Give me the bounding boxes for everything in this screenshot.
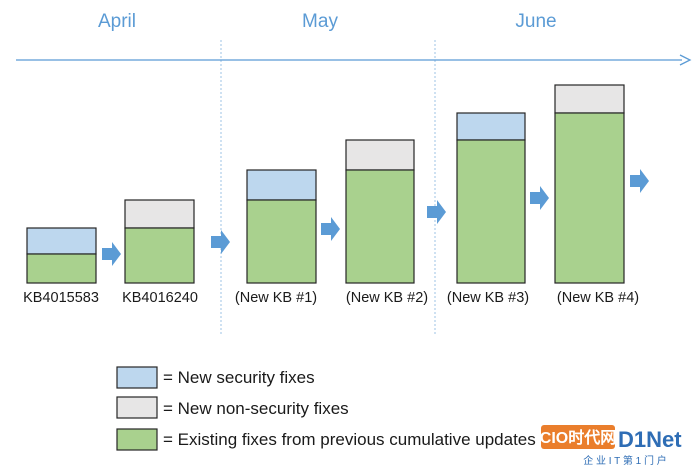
legend-item-nonsecurity: = New non-security fixes [116,396,349,419]
update-kb4016240: KB4016240 [122,199,198,306]
block-arrow-icon [102,242,121,266]
new-non-security-fixes-segment [554,84,625,114]
legend-label: = Existing fixes from previous cumulativ… [163,430,536,449]
block-arrow-icon [211,230,230,254]
timeline-arrowhead-icon [679,54,692,66]
update-label: (New KB #1) [235,290,317,306]
block-arrow-icon [427,200,446,224]
legend-label: = New non-security fixes [163,399,349,418]
block-arrow-icon [630,169,649,193]
watermark-logo: CIO时代网 D1Net 企 业 I T 第 1 门 户 [540,425,682,467]
month-label-june: June [515,11,556,32]
block-arrow-icon [530,186,549,210]
watermark-tagline-text: 企 业 I T 第 1 门 户 [583,454,667,467]
watermark-d1net-text: D1Net [618,427,682,452]
existing-fixes-segment [124,227,195,284]
update-label: KB4016240 [122,290,198,306]
legend: = New security fixes = New non-security … [116,366,536,451]
existing-fixes-segment [554,112,625,284]
update-new-kb-4: (New KB #4) [554,84,639,306]
legend-label: = New security fixes [163,368,315,387]
month-label-april: April [98,11,136,32]
watermark-badge [541,425,615,449]
new-security-fixes-segment [456,112,526,141]
update-new-kb-2: (New KB #2) [345,139,428,306]
month-label-may: May [302,11,338,32]
legend-item-existing: = Existing fixes from previous cumulativ… [116,428,536,451]
existing-fixes-segment [345,169,415,284]
legend-swatch-nonsecurity [116,396,158,419]
update-kb4015583: KB4015583 [23,227,99,306]
new-non-security-fixes-segment [345,139,415,171]
existing-fixes-segment [246,199,317,284]
update-new-kb-1: (New KB #1) [235,169,317,306]
legend-swatch-existing [116,428,158,451]
legend-item-security: = New security fixes [116,366,315,389]
update-new-kb-3: (New KB #3) [447,112,529,306]
update-label: (New KB #3) [447,290,529,306]
legend-swatch-security [116,366,158,389]
update-label: (New KB #4) [557,290,639,306]
update-label: KB4015583 [23,290,99,306]
existing-fixes-segment [26,253,97,284]
new-non-security-fixes-segment [124,199,195,229]
new-security-fixes-segment [26,227,97,255]
watermark-cio-text: CIO时代网 [540,428,616,447]
existing-fixes-segment [456,139,526,284]
update-label: (New KB #2) [346,290,428,306]
block-arrow-icon [321,217,340,241]
new-security-fixes-segment [246,169,317,201]
